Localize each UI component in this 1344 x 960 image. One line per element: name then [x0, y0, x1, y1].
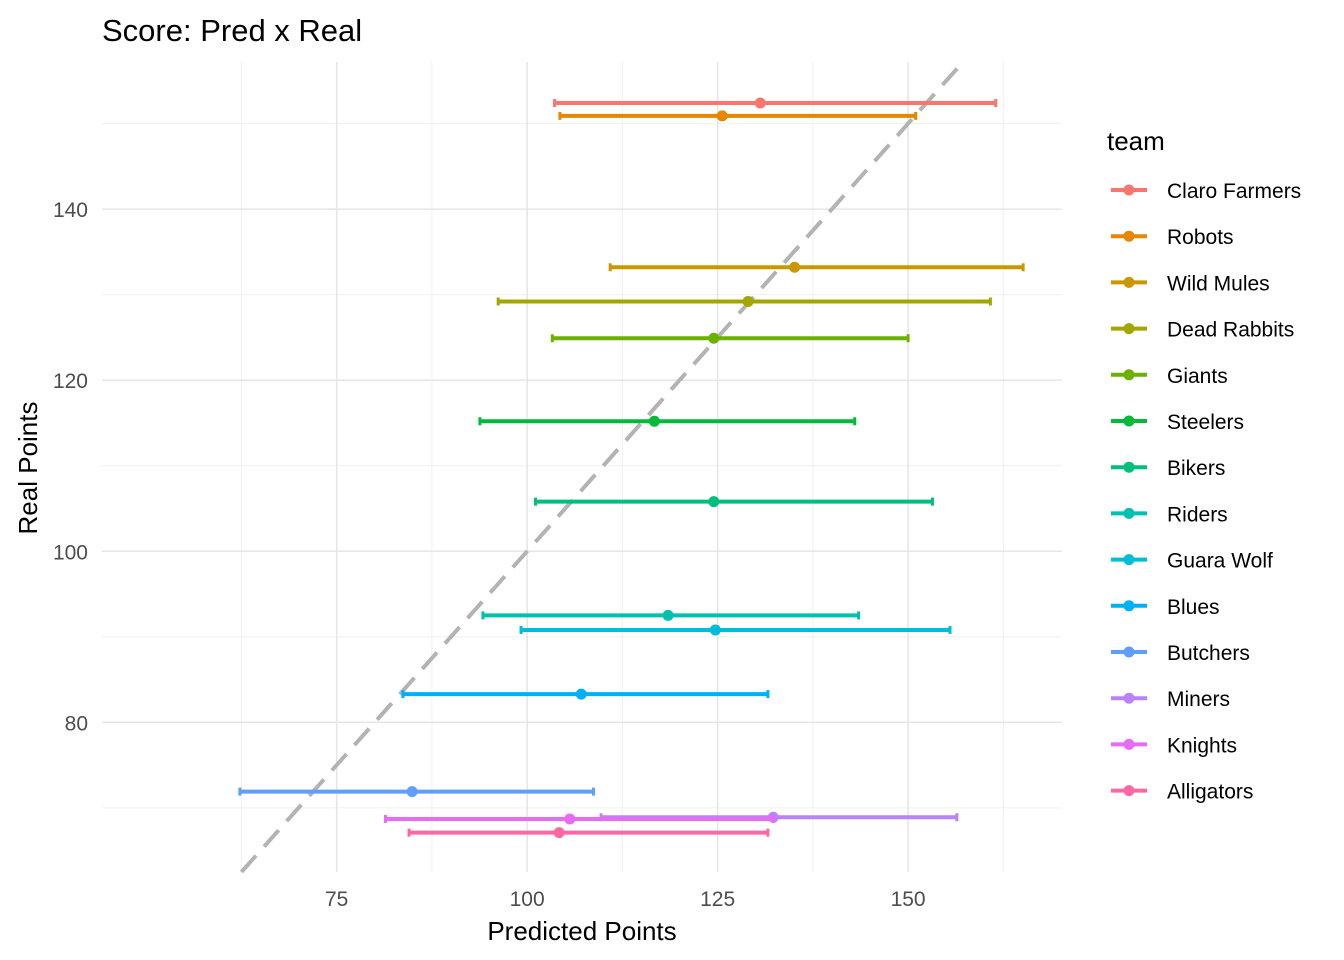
y-tick-label: 120: [53, 370, 88, 393]
data-point: [708, 332, 720, 344]
legend-key-point: [1123, 415, 1135, 427]
chart-title: Score: Pred x Real: [102, 13, 362, 48]
y-tick-label: 140: [53, 199, 88, 222]
data-point: [742, 295, 754, 307]
x-tick-label: 100: [510, 888, 545, 911]
data-point: [716, 110, 728, 122]
legend-label: Blues: [1167, 596, 1220, 619]
y-tick-label: 80: [65, 712, 88, 735]
legend-label: Guara Wolf: [1167, 550, 1273, 573]
y-tick-label: 100: [53, 541, 88, 564]
x-tick-label: 125: [700, 888, 735, 911]
legend-label: Wild Mules: [1167, 272, 1270, 295]
legend-key-point: [1123, 554, 1135, 566]
legend-key-point: [1123, 692, 1135, 704]
y-axis-label: Real Points: [13, 402, 43, 535]
legend-key-point: [1123, 600, 1135, 612]
data-point: [662, 609, 674, 621]
data-point: [575, 688, 587, 700]
data-point: [708, 496, 720, 508]
data-point: [406, 786, 418, 798]
legend-label: Riders: [1167, 503, 1228, 526]
data-point: [648, 415, 660, 427]
x-axis-label: Predicted Points: [487, 916, 676, 946]
data-point: [754, 97, 766, 109]
legend-key-point: [1123, 276, 1135, 288]
legend-key-point: [1123, 461, 1135, 473]
legend-label: Steelers: [1167, 411, 1244, 434]
legend-title: team: [1107, 126, 1165, 156]
legend-label: Alligators: [1167, 781, 1253, 804]
legend-key-point: [1123, 230, 1135, 242]
legend-key-point: [1123, 738, 1135, 750]
data-point: [553, 827, 565, 839]
legend-label: Bikers: [1167, 457, 1225, 480]
data-point: [564, 813, 576, 825]
legend-key-point: [1123, 507, 1135, 519]
legend-label: Giants: [1167, 365, 1228, 388]
legend-key-point: [1123, 646, 1135, 658]
data-point: [789, 261, 801, 273]
legend-label: Knights: [1167, 734, 1237, 757]
legend-label: Robots: [1167, 226, 1234, 249]
legend-label: Claro Farmers: [1167, 180, 1301, 203]
legend-label: Dead Rabbits: [1167, 319, 1294, 342]
identity-reference-line: [239, 60, 965, 874]
legend-key-point: [1123, 785, 1135, 797]
legend-label: Butchers: [1167, 642, 1250, 665]
x-tick-label: 75: [325, 888, 348, 911]
legend-label: Miners: [1167, 688, 1230, 711]
legend-key-point: [1123, 323, 1135, 335]
x-tick-label: 150: [891, 888, 926, 911]
data-point: [709, 624, 721, 636]
legend-key-point: [1123, 184, 1135, 196]
legend-key-point: [1123, 369, 1135, 381]
